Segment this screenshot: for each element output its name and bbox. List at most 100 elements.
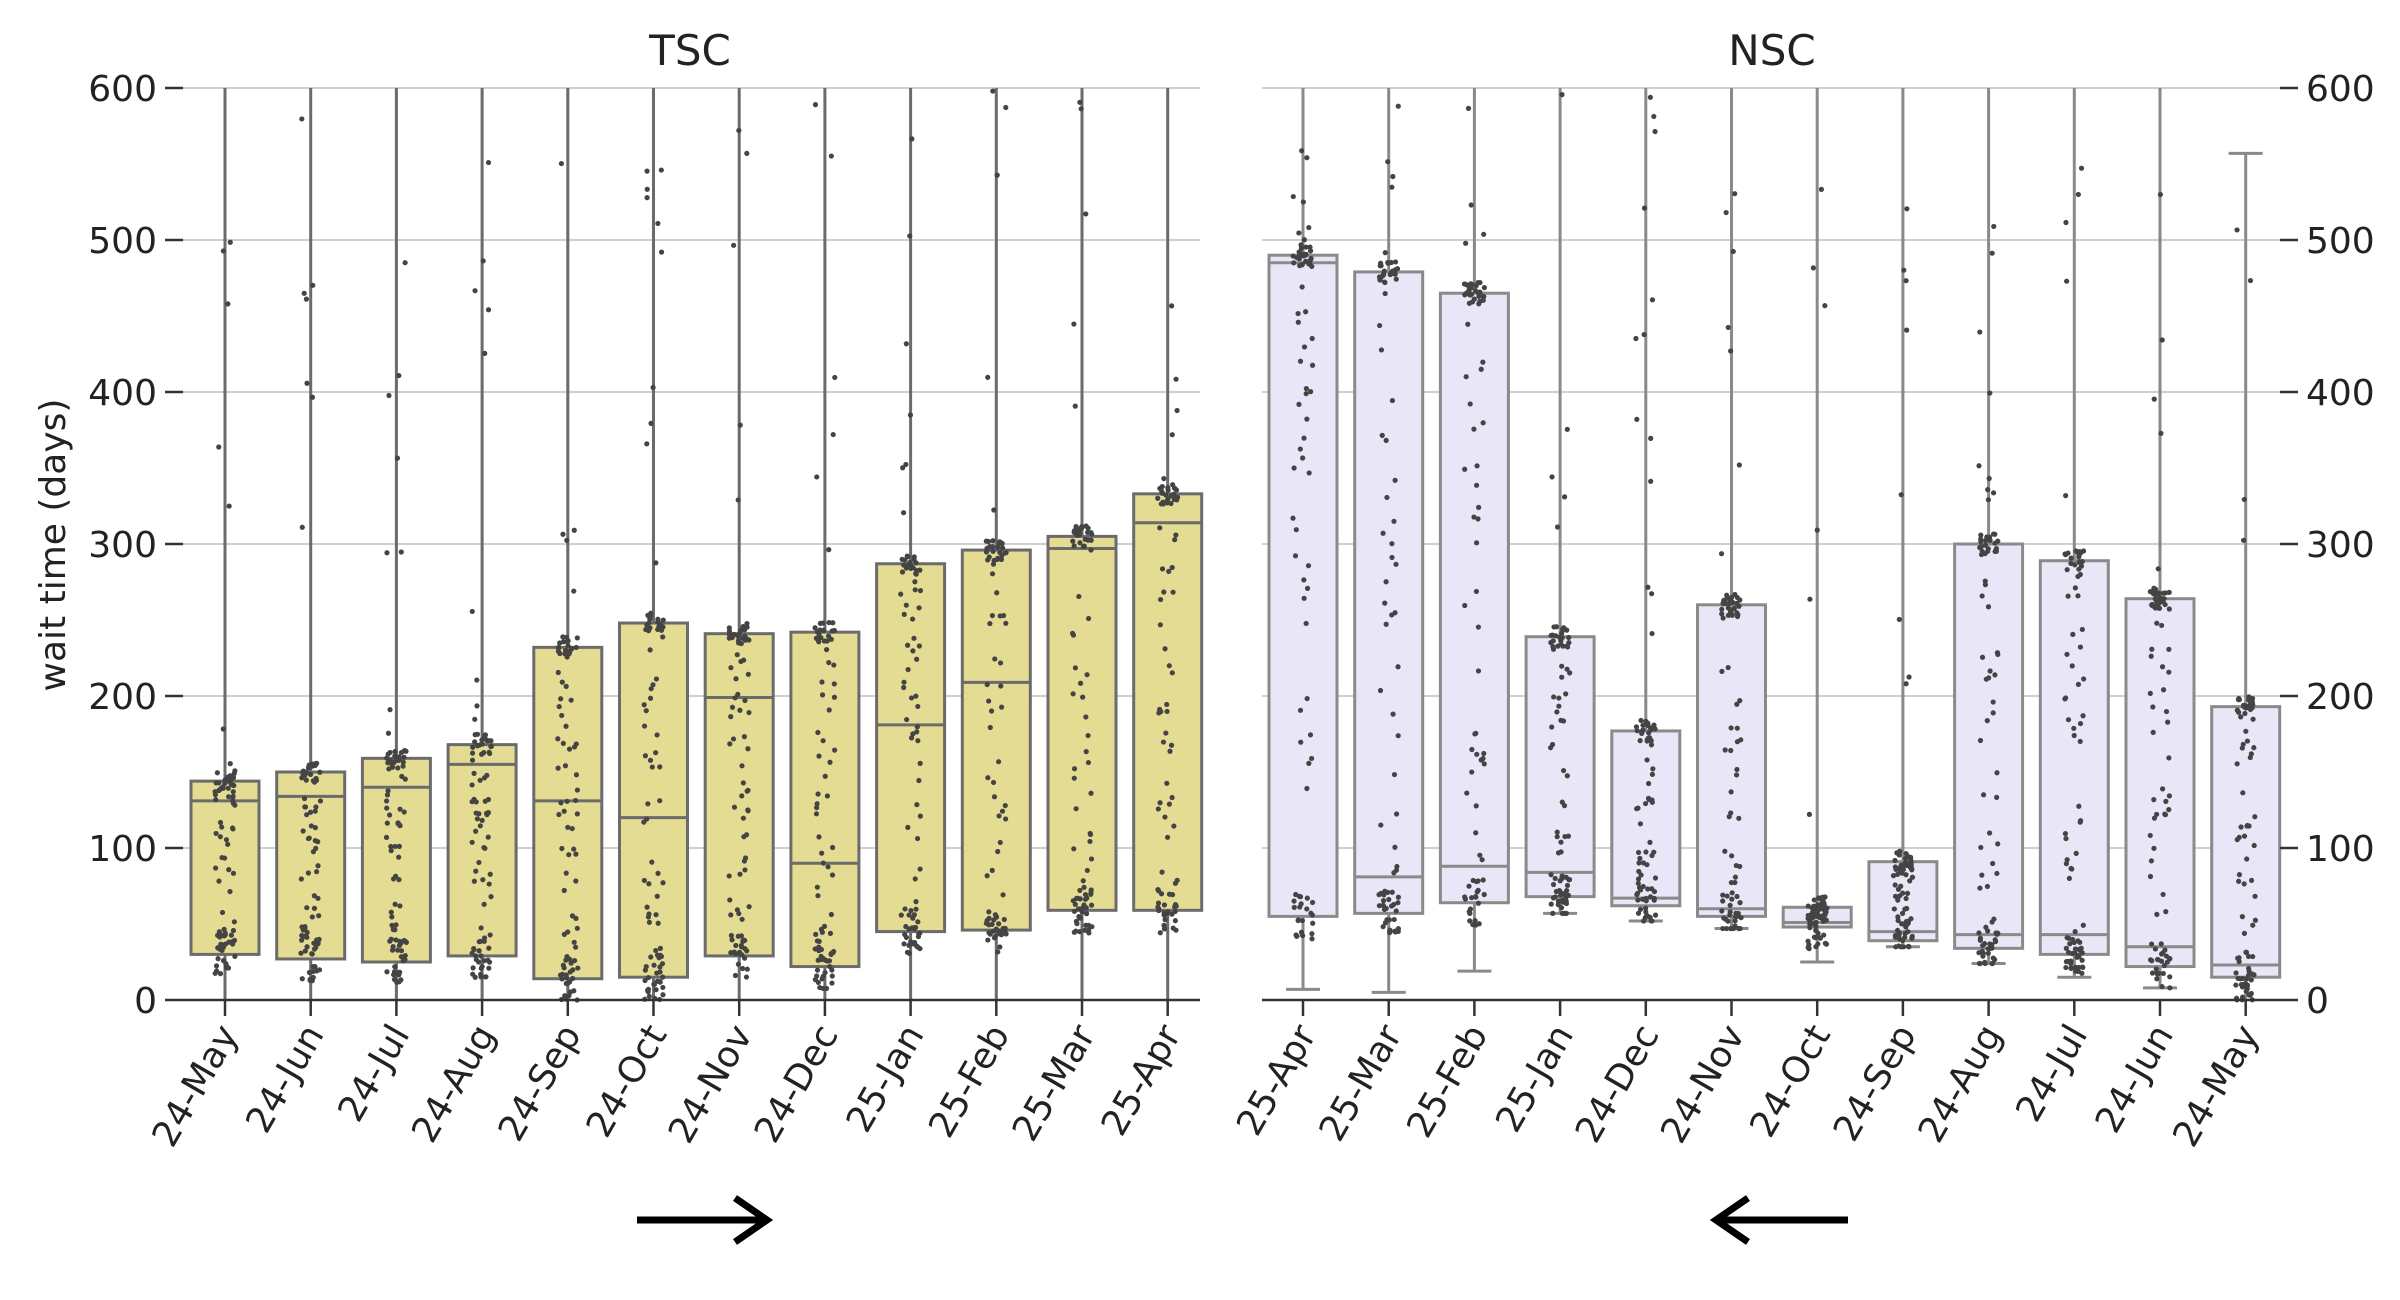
data-point [2234,227,2240,233]
data-point [1165,487,1171,493]
data-point [1556,695,1562,701]
data-point [648,610,654,616]
data-point [641,877,647,884]
data-point [745,671,751,677]
data-point [1979,948,1985,954]
data-point [1301,435,1307,441]
data-point [1909,874,1916,880]
data-point [1385,159,1391,165]
data-point [1478,366,1484,372]
data-point [384,755,390,761]
data-point [646,993,652,999]
data-point [2153,603,2159,609]
data-point [1984,718,1990,724]
data-point [1558,849,1564,855]
data-point [561,931,567,937]
data-point [1727,912,1733,918]
data-point [745,787,751,793]
data-point [1168,500,1174,507]
data-point [1393,867,1400,873]
data-point [308,823,315,829]
data-point [2154,911,2160,917]
data-point [1817,904,1823,910]
data-point [2161,596,2167,602]
data-point [911,925,917,931]
data-point [1291,904,1297,910]
data-point [658,249,665,255]
data-point [999,808,1006,814]
data-point [567,989,574,995]
data-point [1473,730,1479,736]
data-point [230,826,236,832]
data-point [735,633,741,639]
data-point [651,981,658,987]
right-arrow-icon [637,1195,774,1245]
data-point [570,967,576,973]
data-point [474,816,480,822]
data-point [1649,591,1655,597]
data-point [2063,835,2069,842]
data-point [825,864,831,870]
data-point [486,965,492,971]
data-point [2066,935,2072,941]
data-point [1070,691,1076,697]
x-tick-label: 24-May [145,1018,247,1154]
data-point [469,750,476,756]
data-point [987,724,993,731]
data-point [906,950,912,956]
data-point [568,960,574,966]
data-point [402,260,408,266]
data-point [904,553,910,559]
data-point [1723,209,1729,216]
data-point [1640,860,1647,866]
data-point [1391,901,1397,908]
data-point [730,736,737,742]
data-point [727,897,733,903]
data-point [299,116,305,122]
data-point [1071,529,1077,535]
data-point [996,813,1002,819]
data-point [1304,585,1311,591]
data-point [1643,905,1649,911]
data-point [1719,908,1725,914]
data-point [913,898,919,905]
data-point [310,963,316,970]
data-point [390,943,396,950]
data-point [1308,389,1314,395]
data-point [305,835,312,842]
data-point [2154,976,2160,982]
data-point [1304,906,1310,912]
data-point [645,989,651,995]
data-point [1477,852,1483,858]
data-point [1650,766,1656,772]
data-point [2159,983,2165,990]
data-point [910,616,916,622]
data-point [310,778,316,784]
data-point [646,628,652,634]
data-point [2151,797,2157,803]
data-point [394,455,401,461]
data-point [1989,250,1995,256]
data-point [1634,890,1641,896]
data-point [739,793,745,799]
data-point [644,441,650,447]
data-point [563,870,569,876]
data-point [1549,724,1555,730]
data-point [2063,219,2069,226]
data-point [1473,540,1480,546]
data-point [392,843,398,850]
data-point [1069,630,1076,636]
data-point [1085,732,1091,739]
data-point [389,764,396,770]
data-point [744,150,750,156]
data-point [901,679,907,685]
data-point [392,901,398,907]
data-point [474,731,481,737]
data-point [215,956,221,962]
data-point [392,927,398,933]
data-point [2251,842,2257,849]
data-point [1737,698,1743,704]
data-point [1899,910,1906,916]
data-point [2154,620,2160,626]
data-point [1467,910,1473,917]
